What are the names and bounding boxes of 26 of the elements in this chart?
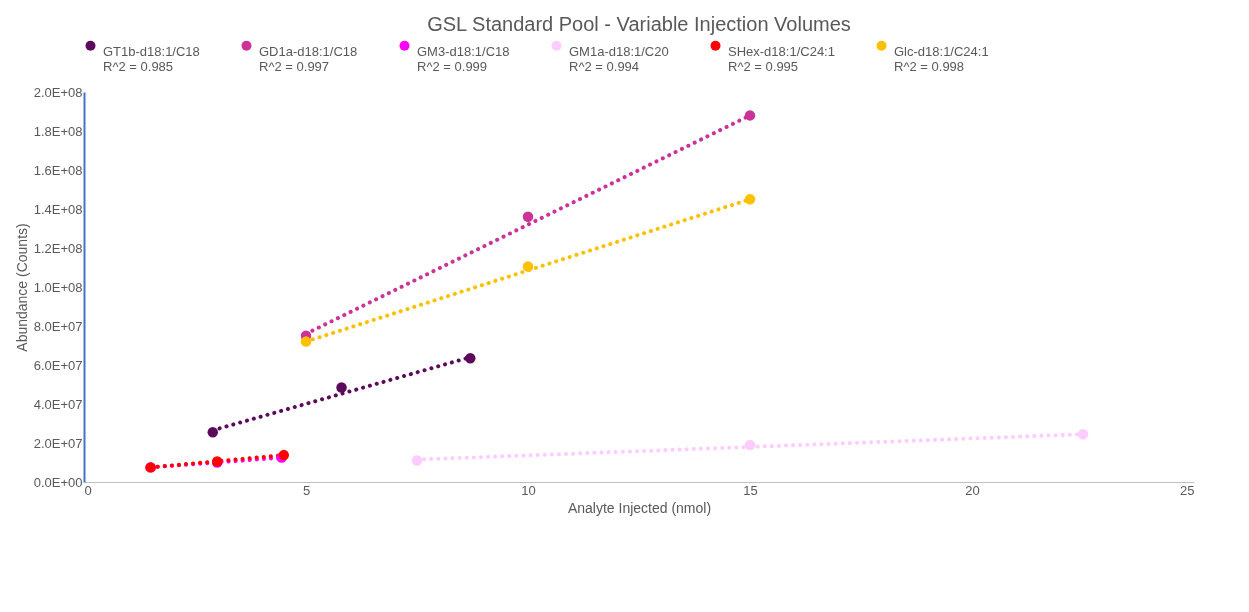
- y-tick-label: 6.0E+07: [33, 357, 83, 373]
- x-tick-label: 0: [84, 482, 92, 498]
- y-tick-label: 1.6E+08: [33, 162, 83, 178]
- x-tick-label: 20: [965, 482, 980, 498]
- legend-label: SHex-d18:1/C24:1 R^2 = 0.995: [728, 43, 835, 74]
- y-tick-label: 4.0E+07: [33, 396, 83, 412]
- x-tick-label: 10: [521, 482, 536, 498]
- y-tick-label: 1.8E+08: [33, 123, 83, 139]
- y-tick-label: 1.0E+08: [33, 279, 83, 295]
- x-tick-label: 25: [1180, 482, 1195, 498]
- y-tick-label: 2.0E+08: [33, 84, 83, 100]
- legend-label: GT1b-d18:1/C18 R^2 = 0.985: [103, 43, 200, 74]
- x-tick-label: 15: [743, 482, 758, 498]
- y-axis-title: Abundance (Counts): [13, 223, 30, 352]
- y-tick-label: 1.2E+08: [33, 240, 83, 256]
- legend-label: Glc-d18:1/C24:1 R^2 = 0.998: [894, 43, 989, 74]
- legend-label: GM3-d18:1/C18 R^2 = 0.999: [417, 43, 510, 74]
- legend-label: GM1a-d18:1/C20 R^2 = 0.994: [569, 43, 669, 74]
- y-tick-label: 1.4E+08: [33, 201, 83, 217]
- y-tick-label: 0.0E+00: [33, 474, 83, 490]
- x-tick-label: 5: [302, 482, 311, 498]
- x-axis-title: Analyte Injected (nmol): [567, 499, 712, 516]
- chart-title: GSL Standard Pool - Variable Injection Volumes: [427, 13, 851, 35]
- y-tick-label: 2.0E+07: [33, 435, 83, 451]
- legend-label: GD1a-d18:1/C18 R^2 = 0.997: [259, 43, 358, 74]
- y-tick-label: 8.0E+07: [33, 318, 83, 334]
